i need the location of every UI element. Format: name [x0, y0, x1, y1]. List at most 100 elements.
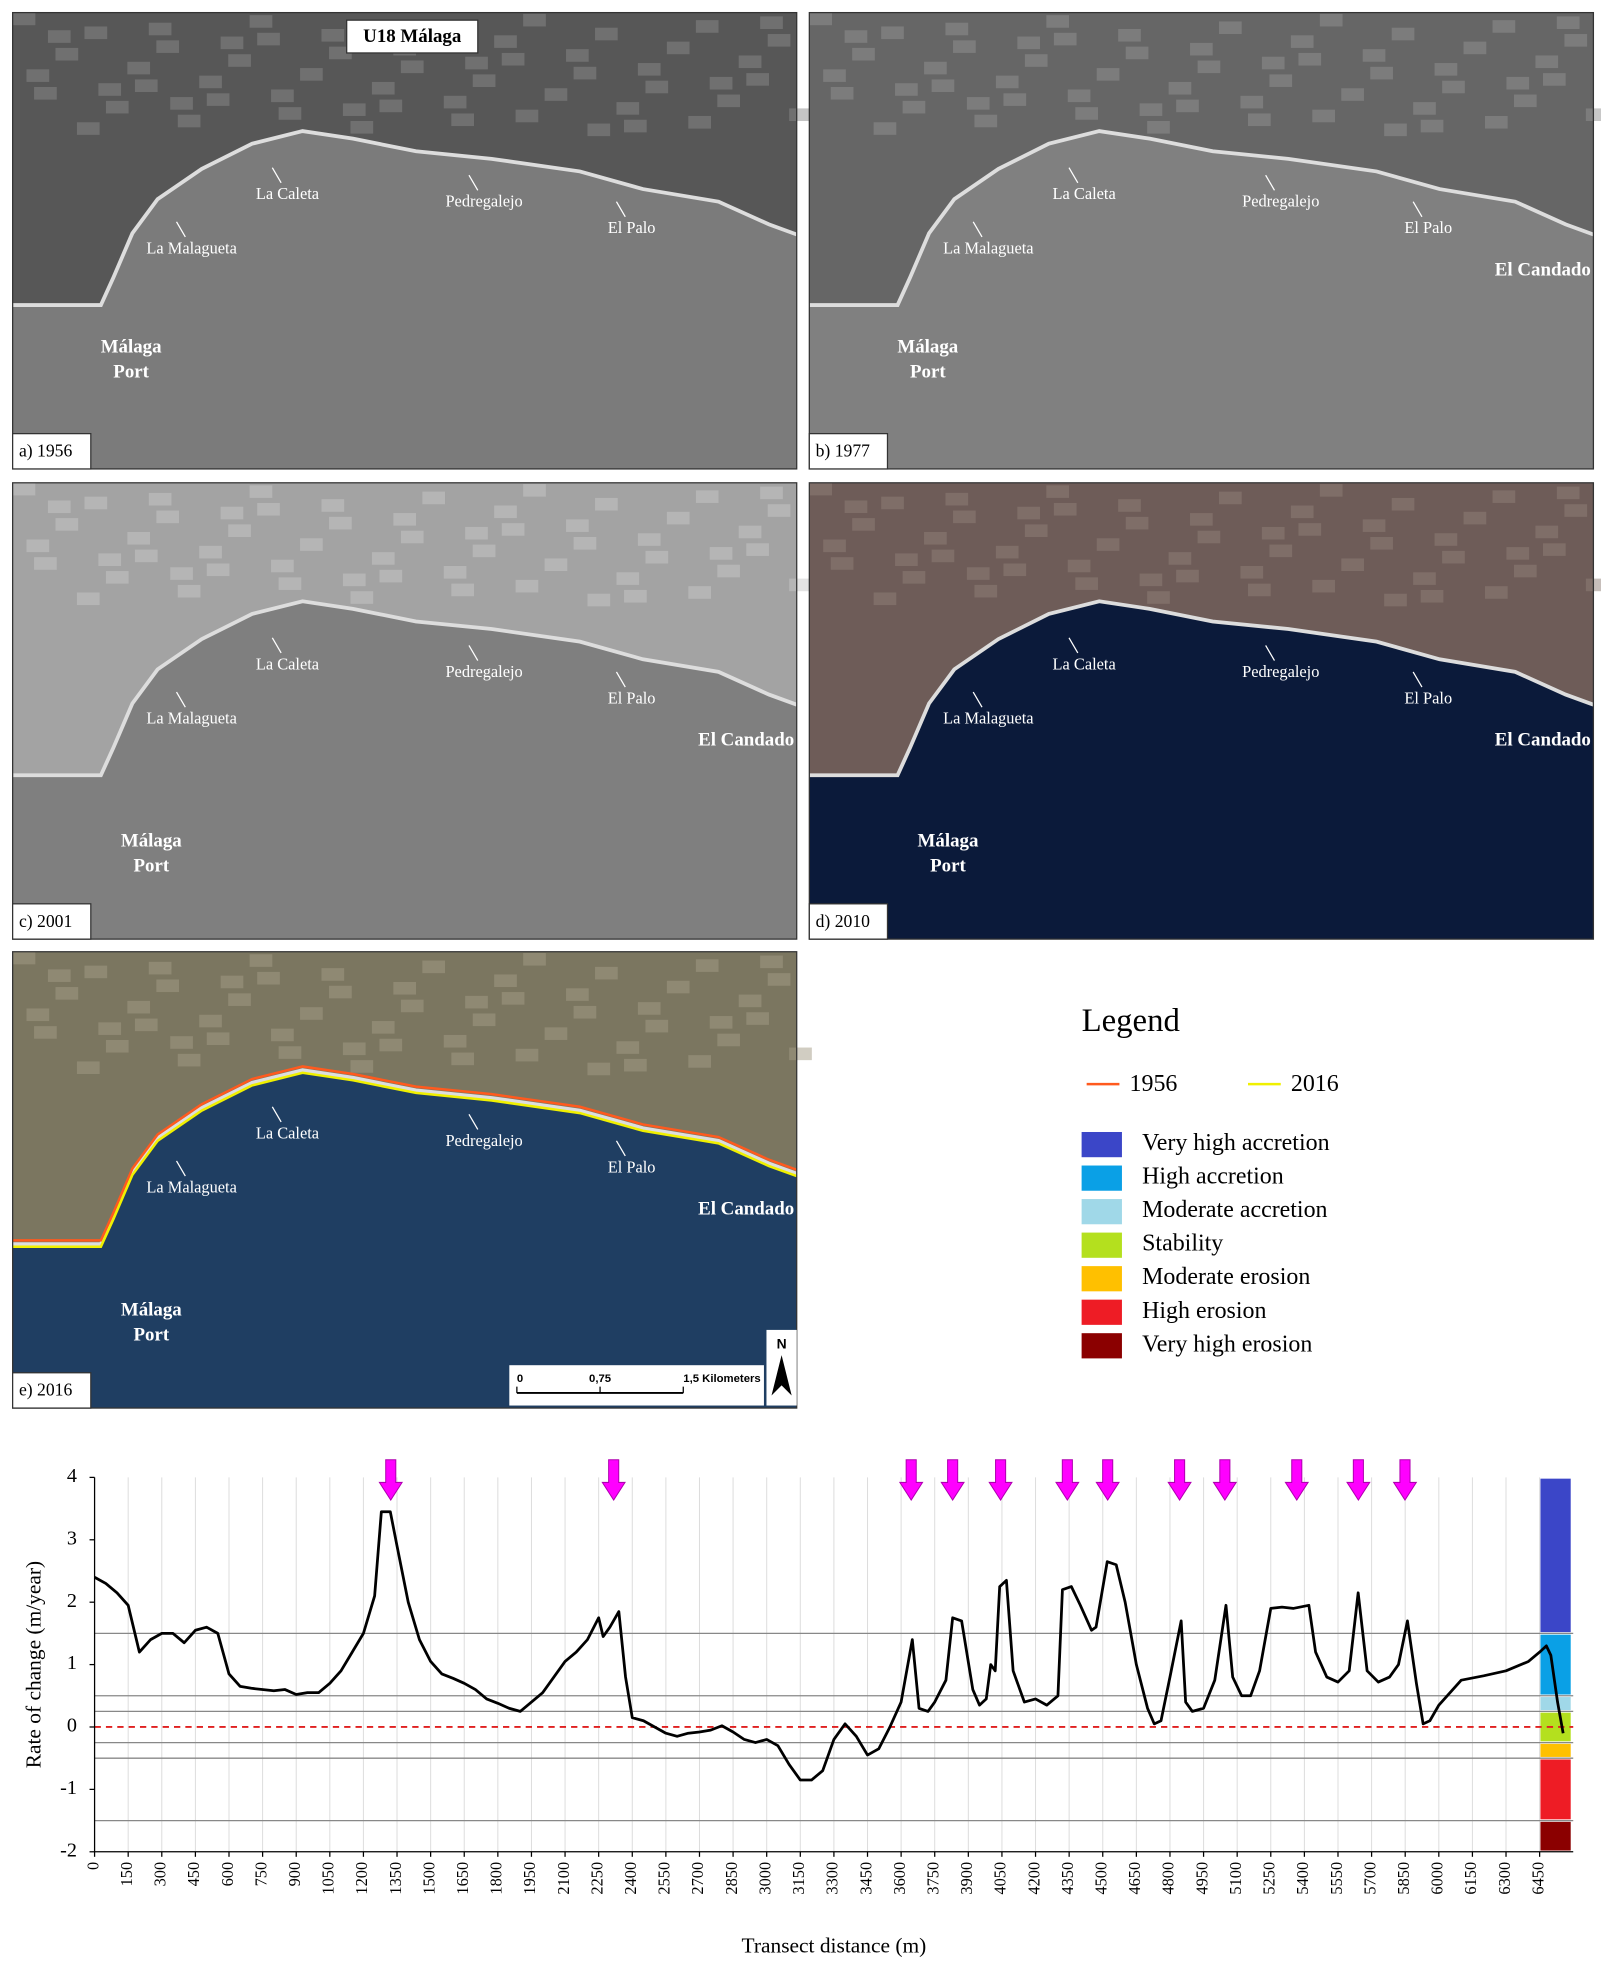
map-texture	[924, 61, 947, 75]
place-label: El Palo	[608, 688, 656, 707]
map-texture	[249, 954, 273, 967]
scale-label: 0	[517, 1373, 523, 1385]
map-texture	[789, 578, 812, 592]
map-texture	[746, 543, 769, 556]
y-tick-label: 3	[67, 1527, 77, 1549]
map-texture	[105, 100, 129, 114]
x-tick-label: 6150	[1461, 1862, 1480, 1895]
map-border	[12, 482, 798, 940]
map-texture	[881, 26, 904, 40]
map-texture	[1053, 502, 1077, 516]
map-texture	[26, 1008, 50, 1022]
map-texture	[1319, 484, 1343, 497]
map-texture	[76, 592, 100, 606]
place-label: El Palo	[1404, 218, 1452, 237]
map-texture	[566, 49, 589, 62]
map-texture	[134, 79, 158, 93]
map-texture	[666, 980, 690, 994]
place-label: Pedregalejo	[1242, 662, 1319, 681]
x-tick-label: 6000	[1428, 1862, 1447, 1895]
x-tick-label: 5250	[1260, 1862, 1279, 1895]
map-texture	[852, 518, 875, 531]
map-texture	[974, 584, 998, 598]
place-label: El Candado	[698, 730, 794, 751]
map-texture	[1442, 80, 1465, 94]
map-texture	[931, 549, 955, 563]
map-texture	[1341, 88, 1364, 101]
place-label: La Caleta	[1053, 184, 1117, 203]
map-texture	[249, 15, 273, 28]
map-texture	[501, 523, 525, 536]
map-texture	[1556, 486, 1580, 500]
map-texture	[767, 34, 791, 47]
y-tick-label: -2	[60, 1839, 77, 1861]
map-texture	[34, 557, 57, 570]
map-texture	[400, 999, 424, 1013]
map-texture	[767, 504, 791, 517]
map-texture	[945, 492, 969, 506]
map-texture	[760, 16, 783, 29]
leader-line	[468, 174, 479, 191]
map-texture	[177, 584, 201, 598]
place-label: El Candado	[1495, 730, 1591, 751]
x-tick-label: 450	[184, 1862, 203, 1887]
arrow-marker	[1392, 1459, 1418, 1502]
y-tick-label: 2	[67, 1590, 77, 1612]
map-texture	[271, 1028, 294, 1042]
map-texture	[76, 122, 100, 135]
map-texture	[1269, 544, 1293, 558]
map-texture	[1046, 485, 1070, 498]
map-texture	[26, 69, 50, 82]
panel-label: c) 2001	[19, 911, 72, 931]
shoreline-2016	[12, 1071, 798, 1248]
place-label: La Malagueta	[146, 1177, 237, 1196]
map-title: U18 Málaga	[363, 26, 462, 47]
map-texture	[84, 496, 108, 510]
class-bar	[1540, 1743, 1571, 1757]
map-texture	[465, 995, 488, 1009]
map-texture	[156, 40, 180, 53]
map-texture	[12, 12, 36, 26]
map-texture	[688, 115, 711, 129]
map-texture	[422, 960, 446, 974]
map-texture	[1176, 569, 1199, 583]
map-texture	[523, 13, 546, 27]
place-label: El Candado	[698, 1198, 794, 1219]
arrow-marker	[1055, 1459, 1080, 1502]
map-texture	[98, 553, 122, 566]
beach	[809, 599, 1595, 778]
port-label: Málaga	[101, 336, 162, 357]
place-label: El Palo	[1404, 688, 1452, 707]
map-texture	[98, 1022, 122, 1035]
panel-label: e) 2016	[19, 1380, 73, 1400]
map-texture	[789, 1047, 812, 1061]
leader-line	[1068, 167, 1079, 184]
map-texture	[1147, 121, 1170, 134]
map-texture	[931, 79, 955, 93]
map-texture	[371, 552, 395, 565]
map-texture	[98, 83, 122, 96]
map-texture	[156, 979, 180, 993]
map-texture	[1046, 15, 1070, 28]
port-label: Port	[133, 1325, 169, 1346]
map-texture	[148, 961, 172, 975]
map-texture	[1298, 52, 1322, 66]
panel-label-box	[12, 433, 92, 470]
arrow-marker	[1095, 1459, 1120, 1502]
map-texture	[170, 1036, 193, 1049]
leader-line	[972, 221, 983, 238]
x-tick-label: 3750	[923, 1862, 942, 1895]
map-texture	[350, 121, 374, 134]
beach	[12, 129, 798, 307]
map-texture	[1240, 95, 1264, 109]
map-texture	[257, 971, 280, 985]
map-texture	[624, 1058, 647, 1072]
map-texture	[465, 56, 488, 70]
place-label: Pedregalejo	[445, 1131, 522, 1150]
map-texture	[76, 1061, 100, 1075]
map-texture	[199, 545, 222, 559]
legend-swatch	[1081, 1232, 1122, 1258]
map-texture	[1513, 94, 1537, 108]
map-texture	[738, 525, 762, 539]
